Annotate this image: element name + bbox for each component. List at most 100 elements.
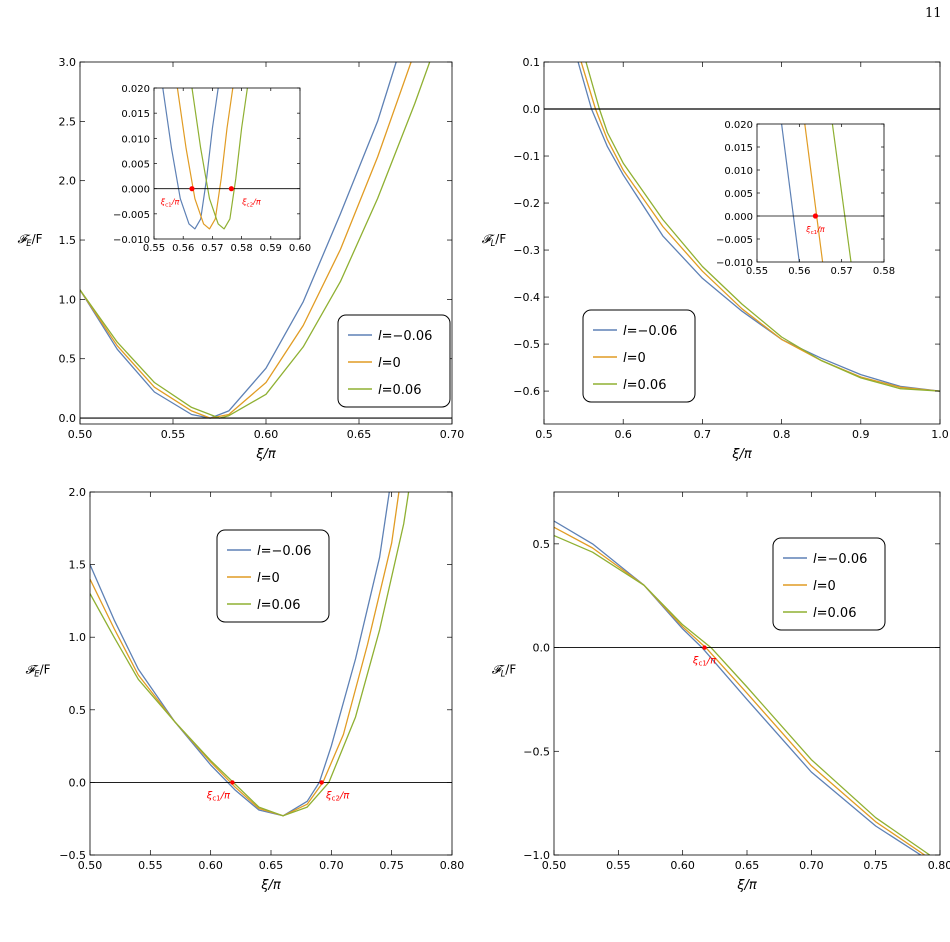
panel-a-inset-xtick-label: 0.57	[201, 243, 223, 254]
panel-b-ytick-label: −0.1	[513, 150, 540, 163]
panel-a-inset-series-line-2	[176, 88, 234, 230]
panel-c-ytick-label: 0.5	[69, 704, 87, 717]
panel-b-inset-crit-point	[812, 213, 819, 219]
panel-b-legend-label-1: l=−0.06	[623, 324, 677, 339]
panel-d-xlabel: ξ/π	[736, 878, 757, 893]
panel-b-xtick-label: 0.7	[694, 428, 712, 441]
panel-c-crit-label: ξc1/π	[206, 790, 231, 802]
panel-b-inset-ytick-label: 0.000	[724, 212, 753, 223]
panel-d-legend-label-1: l=−0.06	[813, 552, 867, 567]
panel-b-inset-bg	[757, 124, 884, 262]
panel-a-inset-ytick-label: 0.005	[121, 160, 150, 171]
panel-a-inset-ytick-label: 0.010	[121, 134, 150, 145]
panel-c-xtick-label: 0.80	[440, 859, 465, 872]
panel-b-inset-ytick-label: 0.020	[724, 120, 753, 131]
panel-a-inset-bg	[154, 88, 300, 239]
panel-b-ytick-label: −0.3	[513, 244, 540, 257]
panel-c-legend-label-3: l=0.06	[257, 598, 300, 613]
panel-a-legend-label-3: l=0.06	[378, 383, 421, 398]
panel-b-ytick-label: 0.1	[523, 56, 541, 69]
panel-c-ytick-label: 1.0	[69, 631, 87, 644]
panel-b-ytick-label: −0.5	[513, 338, 540, 351]
panel-c-ytick-label: −0.5	[59, 849, 86, 862]
panel-d-ytick-label: 0.0	[533, 642, 551, 655]
panel-c-series-line-3	[90, 492, 410, 817]
panel-b-inset-xtick-label: 0.55	[746, 266, 768, 277]
panel-a-inset-crit-label: ξc2/π	[241, 198, 261, 209]
panel-a-inset-crit-point	[189, 186, 195, 192]
panel-d-xtick-label: 0.50	[542, 859, 567, 872]
panel-b-ytick-label: −0.2	[513, 197, 540, 210]
panel-b-ylabel: 𝓕L/F	[482, 232, 507, 248]
panel-c-xtick-label: 0.65	[259, 859, 284, 872]
panel-a-legend-box	[337, 314, 451, 408]
panel-c-ytick-label: 0.0	[69, 776, 87, 789]
panel-a-inset-ytick-label: 0.000	[121, 185, 150, 196]
panel-c-legend-label-1: l=−0.06	[257, 544, 311, 559]
panel-a-ytick-label: 3.0	[59, 56, 77, 69]
panel-b-xtick-label: 0.9	[852, 428, 870, 441]
panel-a-inset-xtick-label: 0.55	[143, 243, 165, 254]
panel-d-ylabel: 𝓕L/F	[492, 663, 517, 679]
panel-d-xtick-label: 0.75	[863, 859, 888, 872]
panel-b-legend-box	[582, 309, 696, 403]
panel-b-xtick-label: 0.8	[773, 428, 791, 441]
panel-a-inset-series-line-3	[191, 88, 248, 230]
chart-panel-a: 0.50 0.55 0.60 0.65 0.70 0.0 0.5 1.0 1.5 2.0 2.5 3.…	[17, 56, 464, 462]
panel-b-inset-series-line-1	[781, 124, 800, 262]
panel-d-xtick-label: 0.65	[735, 859, 760, 872]
panel-c-crit-point	[319, 780, 324, 785]
panel-b-xtick-label: 1.0	[931, 428, 949, 441]
panel-b-inset-ytick-label: 0.010	[724, 166, 753, 177]
panel-a-xtick-label: 0.55	[161, 428, 186, 441]
panel-b-inset-ytick-label: 0.015	[724, 143, 753, 154]
panel-a-xtick-label: 0.50	[68, 428, 93, 441]
panel-c-legend-box	[216, 529, 330, 623]
panel-b-inset-ytick-label: −0.005	[716, 235, 753, 246]
panel-c-xtick-label: 0.60	[198, 859, 223, 872]
panel-a-ytick-label: 0.0	[59, 412, 77, 425]
panel-a-series-line-2	[80, 62, 412, 419]
panel-b-xtick-label: 0.5	[535, 428, 553, 441]
panel-c-xtick-label: 0.50	[78, 859, 103, 872]
panel-d-xtick-label: 0.55	[606, 859, 631, 872]
panel-a-ylabel: 𝓕E/F	[17, 232, 42, 248]
panel-b-inset-crit-label: ξc1/π	[805, 225, 825, 236]
panel-b-series-line-1	[577, 62, 940, 392]
panel-a-ytick-label: 1.0	[59, 293, 77, 306]
panel-a-inset-ytick-label: 0.020	[121, 84, 150, 95]
panel-a-inset-xtick-label: 0.59	[260, 243, 282, 254]
panel-a-ytick-label: 2.5	[59, 115, 77, 128]
panel-c-xlabel: ξ/π	[260, 878, 281, 893]
panel-c-ytick-label: 2.0	[69, 486, 87, 499]
panel-a-series-line-1	[80, 62, 397, 419]
panel-a-xtick-label: 0.60	[254, 428, 279, 441]
panel-c-legend-label-2: l=0	[257, 571, 280, 586]
panel-a-inset-xtick-label: 0.60	[289, 243, 311, 254]
panel-c-xtick-label: 0.75	[379, 859, 404, 872]
panel-d-ytick-label: 0.5	[533, 538, 551, 551]
panel-b-frame	[543, 61, 941, 425]
panel-a-ytick-label: 2.0	[59, 175, 77, 188]
panel-b-series-line-3	[585, 62, 940, 392]
panel-c-ylabel: 𝓕E/F	[25, 663, 50, 679]
panel-c-series-line-2	[90, 492, 400, 817]
panel-b-inset-ytick-label: 0.005	[724, 189, 753, 200]
panel-c-ytick-label: 1.5	[69, 559, 87, 572]
panel-a-xlabel: ξ/π	[255, 447, 276, 462]
panel-b-inset-series-line-3	[831, 124, 852, 262]
panel-b-inset-ytick-label: −0.010	[716, 258, 753, 269]
panel-a-ytick-label: 0.5	[59, 353, 77, 366]
panel-d-crit-label: ξc1/π	[692, 656, 717, 668]
panel-b-ytick-label: 0.0	[523, 103, 541, 116]
panel-d-ytick-label: −0.5	[523, 745, 550, 758]
chart-panel-b: 0.5 0.6 0.7 0.8 0.9 1.0 0.1 0.0 −0.1 −0.2 −0.3 −0.4…	[482, 56, 949, 462]
panel-d-legend-label-3: l=0.06	[813, 606, 856, 621]
panel-a-series-line-3	[80, 62, 431, 419]
chart-panel-c: 0.50 0.55 0.60 0.65 0.70 0.75 0.80 2.0 1.5 1.0 0.5…	[25, 486, 464, 893]
panel-b-inset-series-line-2	[804, 124, 824, 262]
panel-c-crit-label: ξc2/π	[325, 790, 350, 802]
panel-c-series-line-1	[90, 492, 390, 817]
panel-c-crit-point	[230, 780, 235, 785]
